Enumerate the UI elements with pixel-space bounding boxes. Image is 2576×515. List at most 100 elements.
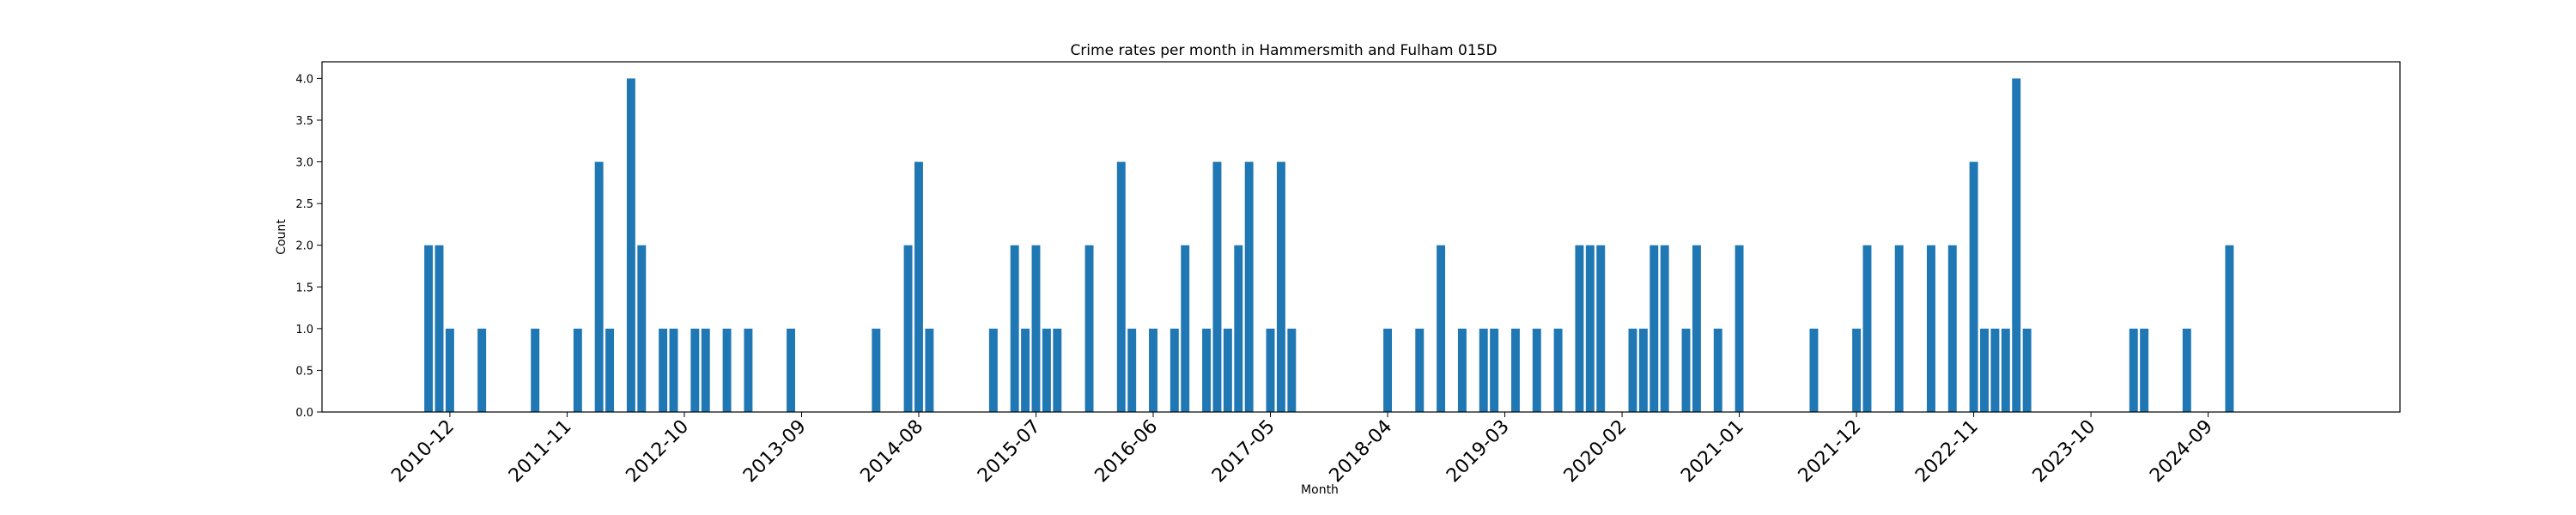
- bar: [872, 328, 881, 412]
- bar: [1053, 328, 1062, 412]
- x-tick-label: 2016-06: [1091, 416, 1163, 488]
- bar: [903, 245, 913, 412]
- x-tick-label: 2020-02: [1560, 416, 1631, 488]
- bar: [1276, 161, 1285, 412]
- y-tick-label: 1.5: [295, 282, 313, 294]
- bar: [1969, 161, 1978, 412]
- x-tick-label: 2018-04: [1326, 416, 1397, 488]
- bar: [1628, 328, 1637, 412]
- bar: [1947, 245, 1957, 412]
- x-tick-label: 2015-07: [974, 416, 1045, 488]
- x-tick-label: 2021-01: [1677, 416, 1748, 488]
- bar: [1223, 328, 1232, 412]
- bar: [1415, 328, 1425, 412]
- bar: [1862, 245, 1872, 412]
- bar: [1596, 245, 1606, 412]
- x-tick-label: 2021-12: [1795, 416, 1866, 488]
- bar: [1852, 328, 1862, 412]
- y-axis-label: Count: [275, 219, 289, 255]
- bar: [1926, 245, 1935, 412]
- x-tick-label: 2017-05: [1208, 416, 1279, 488]
- plot-frame: [321, 61, 2401, 413]
- bar: [605, 328, 615, 412]
- bar: [445, 328, 454, 412]
- bar: [2001, 328, 2010, 412]
- bar: [1202, 328, 1212, 412]
- bar: [1149, 328, 1157, 412]
- bar: [914, 161, 923, 412]
- bar: [722, 328, 732, 412]
- bar: [744, 328, 753, 412]
- bar: [1490, 328, 1499, 412]
- bar: [1980, 328, 1989, 412]
- bar: [1010, 245, 1019, 412]
- x-tick-label: 2014-08: [857, 416, 928, 488]
- y-tick-label: 2.5: [295, 198, 313, 211]
- y-tick-label: 2.0: [295, 240, 313, 253]
- bar: [787, 328, 796, 412]
- bar: [1532, 328, 1541, 412]
- bar: [1042, 328, 1051, 412]
- bar: [2129, 328, 2138, 412]
- y-tick-label: 4.0: [295, 73, 313, 86]
- bar: [1638, 328, 1648, 412]
- y-tick-label: 0.0: [295, 407, 313, 420]
- bar: [659, 328, 668, 412]
- bar: [690, 328, 700, 412]
- bar: [573, 328, 582, 412]
- bar: [1021, 328, 1030, 412]
- bar: [1266, 328, 1275, 412]
- y-tick-label: 3.5: [295, 115, 313, 128]
- bar: [925, 328, 934, 412]
- bar: [2225, 245, 2234, 412]
- bar: [1287, 328, 1297, 412]
- y-tick-label: 3.0: [295, 157, 313, 170]
- x-tick-label: 2024-09: [2146, 416, 2217, 488]
- x-tick-label: 2012-10: [622, 416, 693, 488]
- bar: [531, 328, 540, 412]
- bar: [637, 245, 647, 412]
- bar: [1649, 245, 1659, 412]
- bar: [1212, 161, 1222, 412]
- bar: [669, 328, 678, 412]
- bar: [1681, 328, 1691, 412]
- x-tick-label: 2019-03: [1443, 416, 1514, 488]
- bar: [1127, 328, 1137, 412]
- bar: [2012, 78, 2021, 413]
- bar: [1244, 161, 1254, 412]
- x-tick-label: 2022-11: [1911, 416, 1983, 488]
- bar: [1170, 328, 1179, 412]
- bar: [1383, 328, 1392, 412]
- x-tick-label: 2011-11: [505, 416, 576, 488]
- bars: [424, 78, 2234, 413]
- bar: [1479, 328, 1488, 412]
- chart-title: Crime rates per month in Hammersmith and…: [1070, 42, 1497, 59]
- x-tick-label: 2013-09: [739, 416, 811, 488]
- x-axis: 2010-12 2011-11 2012-10 2013-09 2014-08 2015-…: [387, 412, 2217, 488]
- bar: [424, 245, 434, 412]
- bar: [701, 328, 710, 412]
- bar: [988, 328, 998, 412]
- bar: [1809, 328, 1819, 412]
- bar: [2022, 328, 2032, 412]
- bar: [594, 161, 604, 412]
- bar: [1084, 245, 1094, 412]
- bar: [2182, 328, 2191, 412]
- bar: [1735, 245, 1744, 412]
- bar: [1553, 328, 1563, 412]
- bar: [1990, 328, 2000, 412]
- bar: [1692, 245, 1701, 412]
- bar: [1713, 328, 1722, 412]
- y-axis: 0.0 0.5 1.0 1.5 2.0 2.5 3.0 3.5 4.0: [295, 73, 322, 420]
- bar: [1457, 328, 1467, 412]
- bar: [1660, 245, 1669, 412]
- bar: [434, 245, 444, 412]
- bar: [1181, 245, 1190, 412]
- bar: [477, 328, 487, 412]
- bar: [1585, 245, 1595, 412]
- bar: [1031, 245, 1041, 412]
- bar: [626, 78, 635, 413]
- x-tick-label: 2023-10: [2029, 416, 2100, 488]
- bar: [1234, 245, 1243, 412]
